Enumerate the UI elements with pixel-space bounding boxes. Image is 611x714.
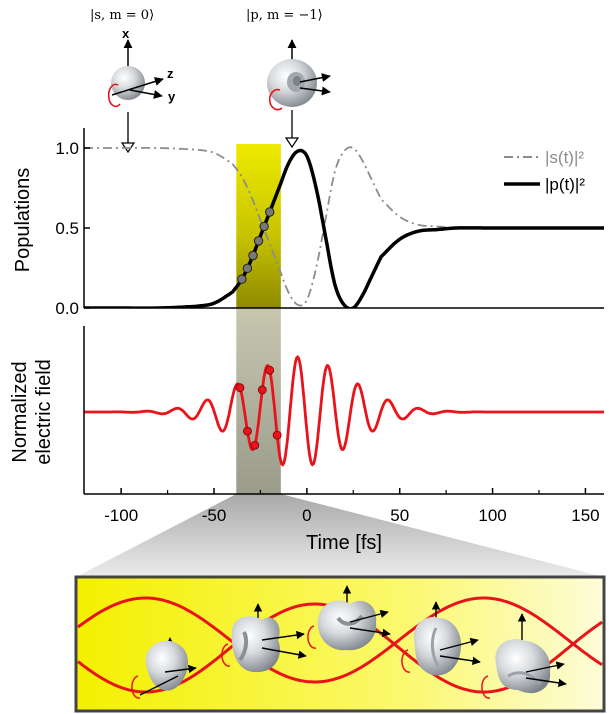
rotation-arrow-icon [481,675,491,699]
down-arrow-icon [284,137,300,149]
rotation-arrow-icon [221,643,231,667]
rotation-arrow-icon [268,88,283,111]
population-marker [259,221,269,232]
rotation-arrow-icon [401,649,411,673]
legend: |s(t)|² |p(t)|² [504,148,585,194]
field-marker [235,383,245,393]
population-marker [253,236,264,246]
electric-field-panel: -100 -50 0 50 100 150 Normalized electric fie… [9,326,604,554]
field-marker [250,440,260,450]
populations-ylabel: Populations [12,168,34,273]
rotation-arrow-icon [107,83,121,108]
y-tick-label: 0.0 [55,299,79,318]
population-marker [237,274,247,284]
electric-field-line [84,354,604,467]
inset-orbital-5 [481,613,567,699]
s-orbital-illustration: |s, m = 0⟩ x z y [90,8,176,154]
s-state-ket: |s, m = 0⟩ [90,8,154,23]
population-marker [265,207,275,217]
population-marker [248,250,258,261]
inset-orbital-1 [131,637,197,699]
field-marker [257,385,267,395]
x-tick-label: 150 [571,506,599,525]
highlight-fan [76,494,604,577]
population-marker [242,263,253,274]
x-tick-label: -50 [202,506,227,525]
s-orbital-sphere [111,66,145,100]
axis-letter-z: z [167,66,174,81]
inset-orbital-2 [221,603,307,673]
populations-panel: 0.0 0.5 1.0 Populations |s(t)|² |p(t)|² [12,128,604,318]
field-marker [272,430,282,440]
y-tick-label: 0.5 [55,219,79,238]
field-ylabel-line2: electric field [33,359,55,465]
rotation-arrow-icon [307,625,317,649]
legend-p-label: |p(t)|² [545,175,585,194]
field-marker [243,426,252,436]
x-tick-label: -100 [104,506,138,525]
x-tick-label: 0 [302,506,311,525]
x-tick-label: 50 [390,506,409,525]
orbital-evolution-inset [74,575,606,713]
axis-letter-x: x [122,26,130,41]
inset-orbital-3 [307,585,391,651]
time-window-highlight [76,144,604,577]
p-orbital-illustration: |p, m = −1⟩ [246,8,331,149]
y-tick-label: 1.0 [55,139,79,158]
field-ylabel-line1: Normalized [9,361,31,462]
p-population-line [84,148,604,308]
inset-orbital-4 [401,601,481,676]
axis-letter-y: y [168,89,176,104]
p-state-ket: |p, m = −1⟩ [246,8,323,23]
x-tick-label: 100 [478,506,506,525]
inset-field-wave [77,596,603,684]
rotation-arrow-icon [131,675,141,699]
time-xlabel: Time [fs] [306,532,382,554]
field-marker [265,365,275,375]
legend-s-label: |s(t)|² [545,148,584,167]
